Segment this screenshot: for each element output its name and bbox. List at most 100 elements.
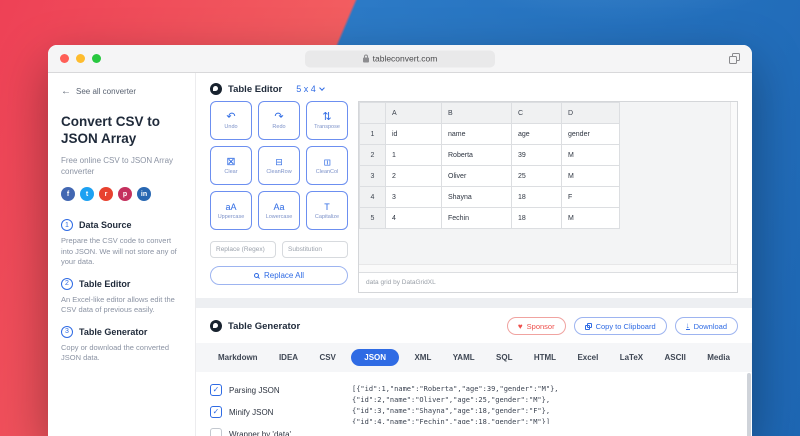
- clean-row-button[interactable]: ⊟ CleanRow: [258, 146, 300, 185]
- tab-latex[interactable]: LaTeX: [619, 353, 644, 362]
- step-data-source: 1 Data Source Prepare the CSV code to co…: [61, 219, 177, 266]
- tab-json[interactable]: JSON: [351, 349, 400, 366]
- grid-dimensions-dropdown[interactable]: 5 x 4: [296, 84, 325, 94]
- substitution-input[interactable]: [282, 241, 348, 258]
- grid-vertical-scrollbar[interactable]: [730, 102, 737, 264]
- grid-cell[interactable]: 4: [385, 207, 442, 229]
- zoom-window-button[interactable]: [92, 54, 101, 63]
- grid-row: 1 id name age gender: [359, 123, 620, 145]
- page-scrollbar[interactable]: [747, 373, 751, 436]
- grid-cell[interactable]: M: [561, 165, 620, 187]
- table-generator-section: Table Generator ♥ Sponsor Copy to Clipbo…: [196, 308, 752, 436]
- checkbox-checked-icon[interactable]: ✓: [210, 384, 222, 396]
- column-header-c[interactable]: C: [511, 102, 562, 124]
- facebook-icon[interactable]: f: [61, 187, 75, 201]
- grid-cell[interactable]: Oliver: [441, 165, 512, 187]
- heart-icon: ♥: [517, 321, 523, 331]
- reddit-icon[interactable]: r: [99, 187, 113, 201]
- browser-window: tableconvert.com ← See all converter Con…: [48, 45, 752, 436]
- redo-button[interactable]: ↷ Redo: [258, 101, 300, 140]
- tab-html[interactable]: HTML: [533, 353, 557, 362]
- uppercase-icon: aA: [225, 201, 237, 212]
- tab-yaml[interactable]: YAML: [452, 353, 475, 362]
- tab-xml[interactable]: XML: [414, 353, 432, 362]
- grid-cell[interactable]: F: [561, 186, 620, 208]
- linkedin-icon[interactable]: in: [137, 187, 151, 201]
- column-header-d[interactable]: D: [561, 102, 620, 124]
- grid-cell[interactable]: M: [561, 207, 620, 229]
- step-number-badge: 2: [61, 277, 73, 290]
- minify-json-option[interactable]: ✓ Minify JSON: [210, 406, 338, 418]
- checkbox-checked-icon[interactable]: ✓: [210, 406, 222, 418]
- tab-excel[interactable]: Excel: [577, 353, 599, 362]
- lock-icon: [362, 54, 369, 62]
- grid-horizontal-scrollbar[interactable]: [359, 264, 737, 272]
- lowercase-button[interactable]: Aa Lowercase: [258, 191, 300, 230]
- column-header-a[interactable]: A: [385, 102, 442, 124]
- data-grid: A B C D 1 id name age: [358, 101, 738, 293]
- clean-col-button[interactable]: ⊟ CleanCol: [306, 146, 348, 185]
- grid-cell[interactable]: Shayna: [441, 186, 512, 208]
- tab-csv[interactable]: CSV: [319, 353, 336, 362]
- grid-cell[interactable]: Fechin: [441, 207, 512, 229]
- close-window-button[interactable]: [60, 54, 69, 63]
- grid-cell[interactable]: 39: [511, 144, 562, 166]
- sponsor-button[interactable]: ♥ Sponsor: [506, 317, 566, 335]
- tab-idea[interactable]: IDEA: [278, 353, 299, 362]
- tab-media[interactable]: Media: [707, 353, 730, 362]
- tab-sql[interactable]: SQL: [496, 353, 513, 362]
- checkbox-unchecked-icon[interactable]: [210, 428, 222, 436]
- copy-to-clipboard-button[interactable]: Copy to Clipboard: [573, 317, 667, 335]
- grid-cell[interactable]: 25: [511, 165, 562, 187]
- json-output[interactable]: [{"id":1,"name":"Roberta","age":39,"gend…: [352, 384, 738, 424]
- row-header[interactable]: 1: [359, 123, 386, 145]
- twitter-icon[interactable]: t: [80, 187, 94, 201]
- minimize-window-button[interactable]: [76, 54, 85, 63]
- grid-cell[interactable]: 18: [511, 186, 562, 208]
- grid-cell[interactable]: 18: [511, 207, 562, 229]
- grid-row: 3 2 Oliver 25 M: [359, 165, 620, 187]
- row-header[interactable]: 4: [359, 186, 386, 208]
- replace-all-button[interactable]: Replace All: [210, 266, 348, 285]
- row-header[interactable]: 3: [359, 165, 386, 187]
- tab-markdown[interactable]: Markdown: [218, 353, 258, 362]
- grid-cell[interactable]: id: [385, 123, 442, 145]
- grid-cell[interactable]: 2: [385, 165, 442, 187]
- grid-cell[interactable]: name: [441, 123, 512, 145]
- parsing-json-option[interactable]: ✓ Parsing JSON: [210, 384, 338, 396]
- grid-cell[interactable]: age: [511, 123, 562, 145]
- editor-tools: ↶ Undo ↷ Redo ⇅ Transpose: [210, 101, 348, 298]
- lowercase-icon: Aa: [273, 201, 285, 212]
- grid-cell[interactable]: Roberta: [441, 144, 512, 166]
- transpose-button[interactable]: ⇅ Transpose: [306, 101, 348, 140]
- wrapper-by-data-option[interactable]: Wrapper by 'data': [210, 428, 338, 436]
- clean-col-icon: ⊟: [322, 158, 333, 166]
- tab-overview-icon[interactable]: [729, 53, 740, 64]
- uppercase-button[interactable]: aA Uppercase: [210, 191, 252, 230]
- clear-button[interactable]: ⊠ Clear: [210, 146, 252, 185]
- pinterest-icon[interactable]: p: [118, 187, 132, 201]
- tab-ascii[interactable]: ASCII: [664, 353, 686, 362]
- row-header[interactable]: 2: [359, 144, 386, 166]
- chevron-down-icon: [318, 85, 325, 91]
- download-button[interactable]: ↓ Download: [674, 317, 738, 335]
- grid-cell[interactable]: 3: [385, 186, 442, 208]
- window-controls: [60, 54, 101, 63]
- see-all-converter-link[interactable]: ← See all converter: [61, 86, 137, 97]
- grid-cell[interactable]: gender: [561, 123, 620, 145]
- capitalize-button[interactable]: T Capitalize: [306, 191, 348, 230]
- table-editor-title: Table Editor: [228, 83, 283, 95]
- capitalize-icon: T: [324, 201, 330, 212]
- replace-regex-input[interactable]: [210, 241, 276, 258]
- undo-button[interactable]: ↶ Undo: [210, 101, 252, 140]
- section-divider: [196, 298, 752, 308]
- grid-cell[interactable]: M: [561, 144, 620, 166]
- column-header-b[interactable]: B: [441, 102, 512, 124]
- grid-row: 5 4 Fechin 18 M: [359, 207, 620, 229]
- main-content: Table Editor 5 x 4 ↶ Undo: [196, 73, 752, 436]
- format-tabbar: Markdown IDEA CSV JSON XML YAML SQL HTML…: [196, 343, 752, 372]
- grid-cell[interactable]: 1: [385, 144, 442, 166]
- grid-corner-cell[interactable]: [359, 102, 386, 124]
- address-bar[interactable]: tableconvert.com: [305, 50, 495, 67]
- row-header[interactable]: 5: [359, 207, 386, 229]
